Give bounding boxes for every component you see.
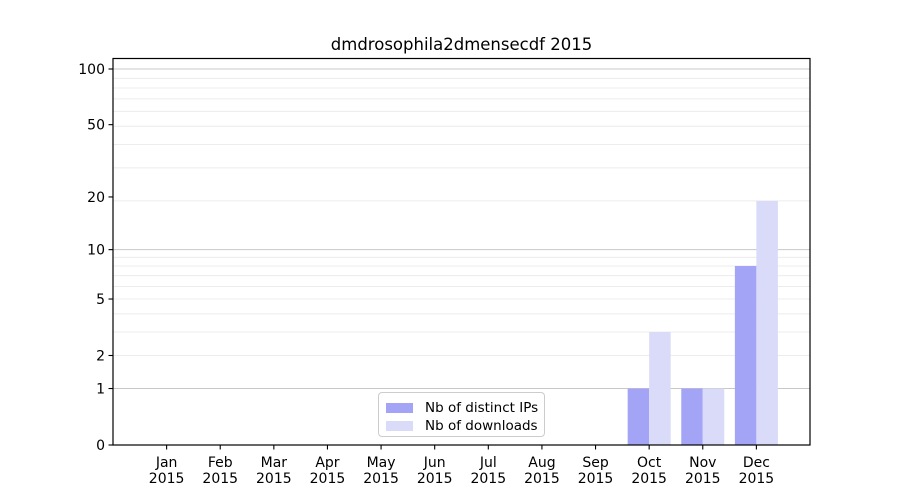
y-tick-label-1: 1 [96, 382, 105, 398]
x-tick-label-year-apr: 2015 [310, 471, 346, 487]
plot-frame [112, 57, 811, 446]
y-tick-label-10: 10 [87, 243, 105, 259]
x-tick-label-month-jan: Jan [155, 455, 178, 471]
bar-downloads-dec [756, 200, 778, 445]
x-tick-label-year-jan: 2015 [149, 471, 185, 487]
x-tick-label-year-feb: 2015 [202, 471, 238, 487]
y-tick-label-5: 5 [96, 292, 105, 308]
legend-item-distinct-ips: Nb of distinct IPs [386, 399, 538, 417]
x-tick-label-month-oct: Oct [637, 455, 662, 471]
x-tick-label-month-aug: Aug [528, 455, 555, 471]
y-tick-label-100: 100 [78, 62, 105, 78]
x-tick-label-year-nov: 2015 [685, 471, 721, 487]
y-tick-label-2: 2 [96, 348, 105, 364]
x-tick-label-month-jun: Jun [423, 455, 446, 471]
x-tick-label-month-dec: Dec [743, 455, 770, 471]
x-tick-label-month-jul: Jul [479, 455, 497, 471]
legend-label-distinct-ips: Nb of distinct IPs [425, 400, 539, 416]
x-tick-label-year-mar: 2015 [256, 471, 292, 487]
x-tick-label-month-mar: Mar [261, 455, 288, 471]
x-tick-label-year-dec: 2015 [739, 471, 775, 487]
x-tick-label-month-sep: Sep [582, 455, 609, 471]
x-tick-label-year-may: 2015 [363, 471, 399, 487]
legend-item-downloads: Nb of downloads [386, 417, 538, 435]
x-tick-label-year-aug: 2015 [524, 471, 560, 487]
y-tick-label-50: 50 [87, 118, 105, 134]
x-tick-label-year-oct: 2015 [631, 471, 667, 487]
legend-swatch-downloads [386, 421, 413, 431]
bar-distinct-ips-oct [627, 388, 650, 445]
x-tick-label-month-apr: Apr [315, 455, 339, 471]
x-tick-label-year-jun: 2015 [417, 471, 453, 487]
x-tick-label-month-feb: Feb [208, 455, 233, 471]
bar-downloads-oct [649, 332, 671, 445]
x-tick-label-month-nov: Nov [689, 455, 716, 471]
x-tick-label-month-may: May [367, 455, 396, 471]
bar-distinct-ips-dec [734, 265, 757, 445]
legend: Nb of distinct IPs Nb of downloads [378, 392, 545, 437]
x-tick-label-year-sep: 2015 [578, 471, 614, 487]
bar-downloads-nov [702, 388, 725, 445]
y-tick-label-20: 20 [87, 190, 105, 206]
bar-distinct-ips-nov [681, 388, 703, 445]
y-tick-label-0: 0 [96, 438, 105, 454]
chart-title: dmdrosophila2dmensecdf 2015 [330, 35, 593, 54]
legend-swatch-distinct-ips [386, 403, 413, 413]
x-tick-label-year-jul: 2015 [470, 471, 506, 487]
legend-label-downloads: Nb of downloads [425, 418, 538, 434]
